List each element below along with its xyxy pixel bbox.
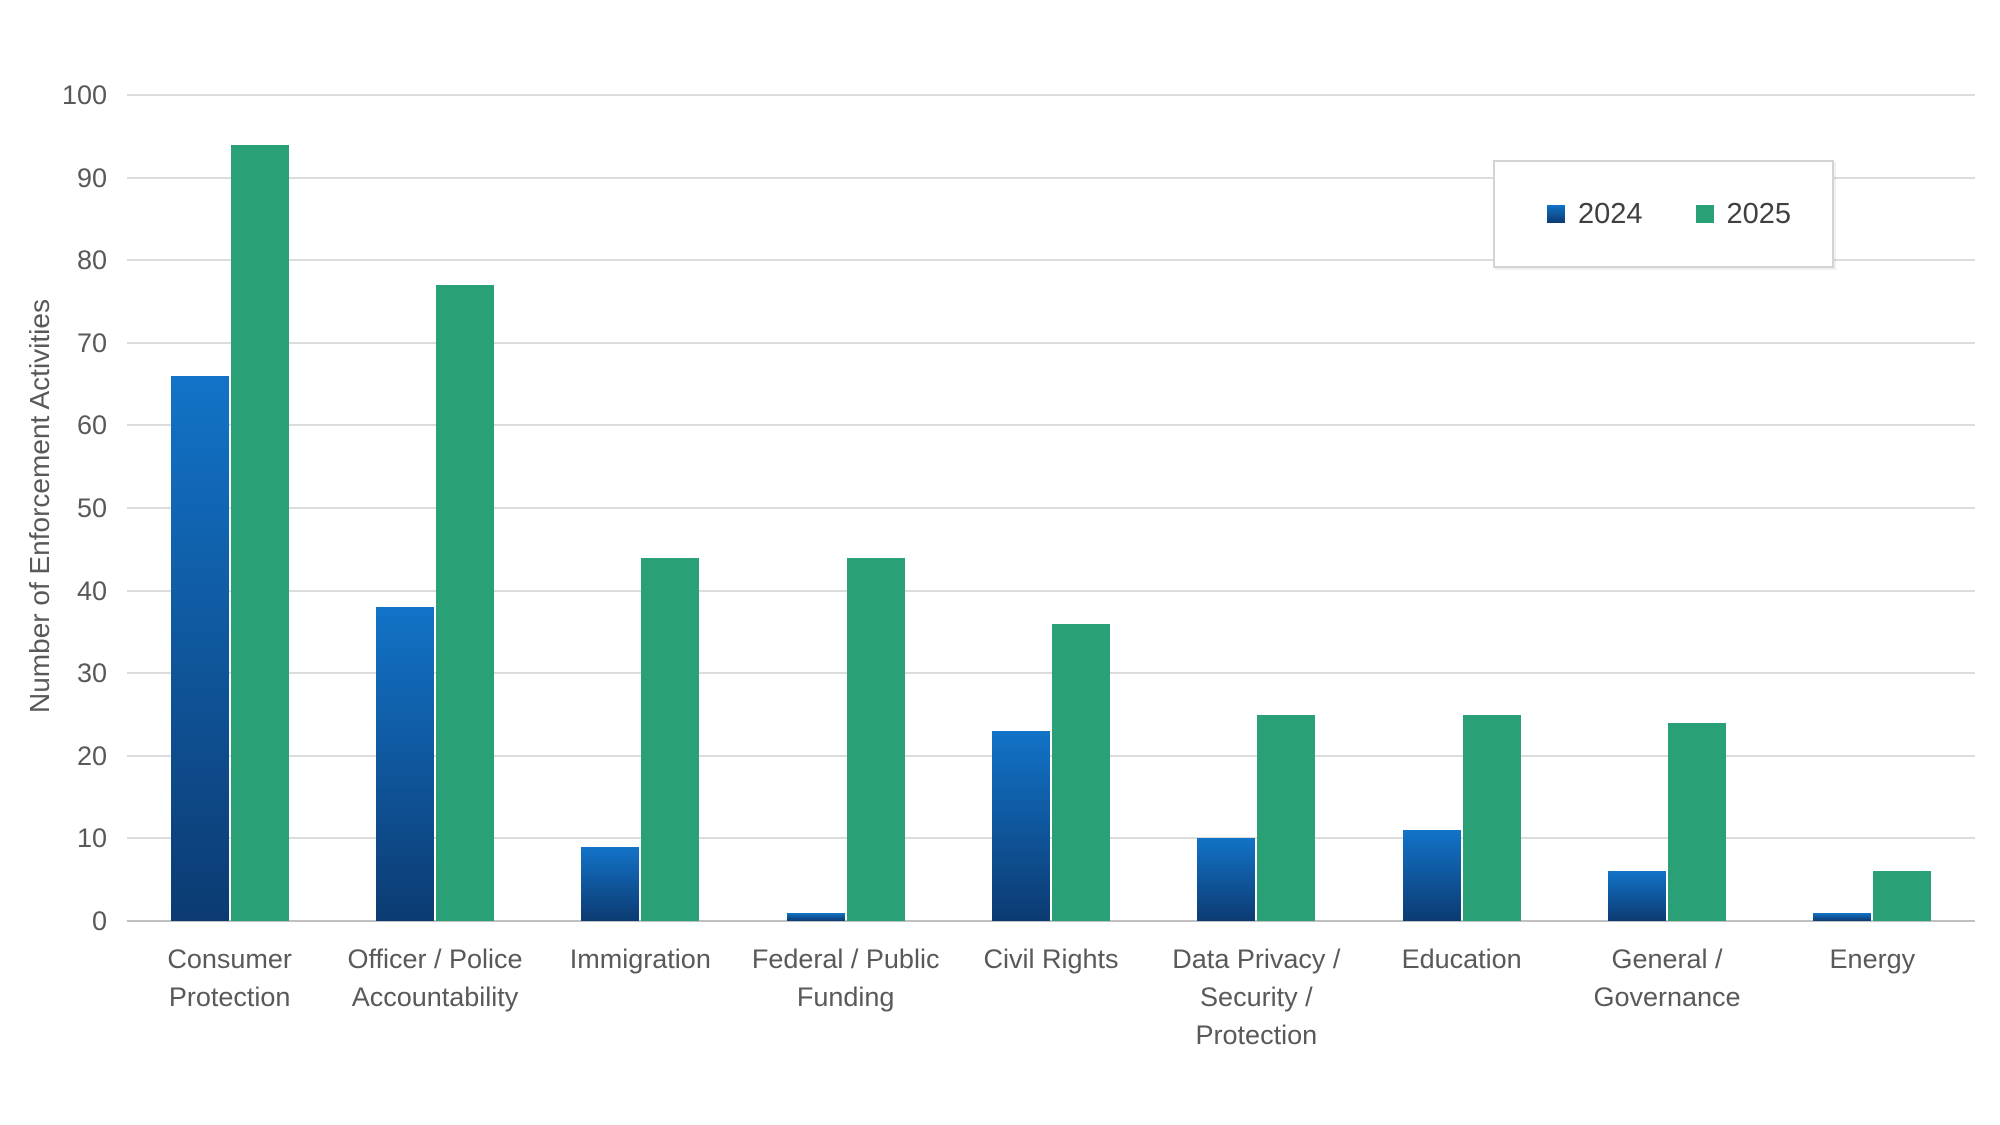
x-axis-label-energy: Energy	[1829, 944, 1916, 974]
x-axis-line	[127, 920, 1975, 922]
legend-item-2025: 2025	[1695, 197, 1792, 231]
y-tick-label: 0	[91, 906, 107, 936]
x-axis-label-civil-rights: Civil Rights	[983, 944, 1119, 974]
y-tick-label: 60	[76, 410, 107, 441]
y-tick-label: 40	[76, 575, 107, 606]
bar-2024-consumer-protection	[170, 375, 229, 921]
x-axis-label-general-governance: General / Governance	[1593, 944, 1741, 1012]
bar-2025-education	[1462, 714, 1521, 921]
bar-2024-energy	[1813, 912, 1872, 921]
gridline	[127, 94, 1975, 96]
y-tick-label: 50	[76, 493, 107, 523]
bar-2025-federal-public-funding	[846, 557, 905, 921]
legend-label-2025: 2025	[1726, 197, 1792, 230]
gridline	[127, 672, 1975, 675]
x-axis-label-officer-police-accountability: Officer / Police Accountability	[347, 944, 523, 1012]
y-tick-label: 80	[76, 245, 107, 276]
bar-2025-energy	[1873, 871, 1932, 921]
bar-2025-data-privacy-security-protection	[1257, 714, 1316, 921]
x-axis-label-consumer-protection: Consumer Protection	[167, 944, 292, 1012]
gridline	[127, 507, 1975, 509]
bar-2025-consumer-protection	[230, 144, 289, 921]
gridline	[127, 341, 1975, 344]
bar-2024-general-governance	[1608, 871, 1666, 921]
y-tick-label: 90	[76, 162, 107, 193]
y-tick-label: 100	[61, 80, 107, 110]
legend: 2024 2025	[1493, 160, 1834, 268]
bar-2025-officer-police-accountability	[436, 284, 494, 921]
y-tick-label: 10	[76, 823, 107, 854]
bar-2025-civil-rights	[1052, 623, 1110, 921]
bar-2024-data-privacy-security-protection	[1197, 838, 1256, 921]
bar-2024-education	[1402, 830, 1461, 921]
gridline	[127, 589, 1975, 592]
x-axis-label-federal-public-funding: Federal / Public Funding	[751, 944, 940, 1012]
y-tick-label: 20	[76, 740, 107, 771]
legend-item-2024: 2024	[1547, 198, 1643, 231]
gridline	[127, 176, 1975, 179]
gridline	[127, 837, 1975, 840]
legend-swatch-2025-icon	[1695, 205, 1714, 223]
y-tick-label: 70	[76, 327, 107, 358]
bar-2024-federal-public-funding	[786, 912, 845, 921]
x-axis-label-data-privacy-security-protection: Data Privacy / Security / Protection	[1172, 944, 1341, 1050]
gridline	[127, 259, 1975, 262]
bar-2025-immigration	[641, 557, 700, 921]
legend-label-2024: 2024	[1578, 197, 1643, 230]
gridline	[127, 754, 1975, 757]
bar-2025-general-governance	[1668, 722, 1726, 921]
legend-swatch-2024-icon	[1547, 205, 1565, 223]
x-axis-label-education: Education	[1401, 944, 1522, 974]
y-tick-label: 30	[76, 658, 107, 689]
x-axis-label-immigration: Immigration	[569, 944, 711, 974]
gridline	[127, 424, 1975, 427]
bar-2024-civil-rights	[992, 731, 1050, 921]
bar-2024-immigration	[581, 846, 640, 921]
bar-2024-officer-police-accountability	[376, 607, 434, 921]
